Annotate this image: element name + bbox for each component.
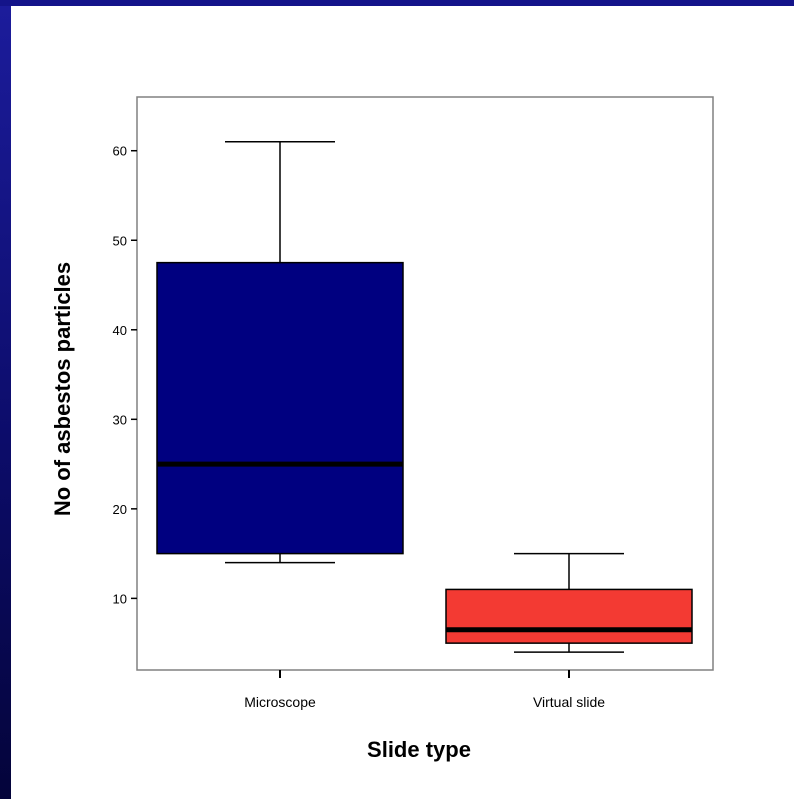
y-axis-title: No of asbestos particles [50, 262, 75, 516]
y-tick-label: 20 [113, 502, 127, 517]
box-virtual-slide [445, 588, 693, 644]
y-tick-label: 40 [113, 323, 127, 338]
slide-left-band [0, 0, 11, 799]
x-axis-ticks: Microscope Virtual slide [244, 670, 605, 710]
y-tick-label: 10 [113, 591, 127, 606]
boxes-group [156, 141, 693, 653]
x-tick-label: Virtual slide [533, 694, 605, 710]
y-tick-label: 60 [113, 144, 127, 159]
y-axis-ticks: 10 20 30 40 50 60 [113, 144, 137, 606]
y-tick-label: 50 [113, 233, 127, 248]
x-axis-title: Slide type [367, 737, 471, 762]
slide-top-band [0, 0, 794, 6]
box-microscope [156, 261, 404, 555]
y-tick-label: 30 [113, 412, 127, 427]
x-tick-label: Microscope [244, 694, 316, 710]
plot-frame [136, 96, 714, 671]
